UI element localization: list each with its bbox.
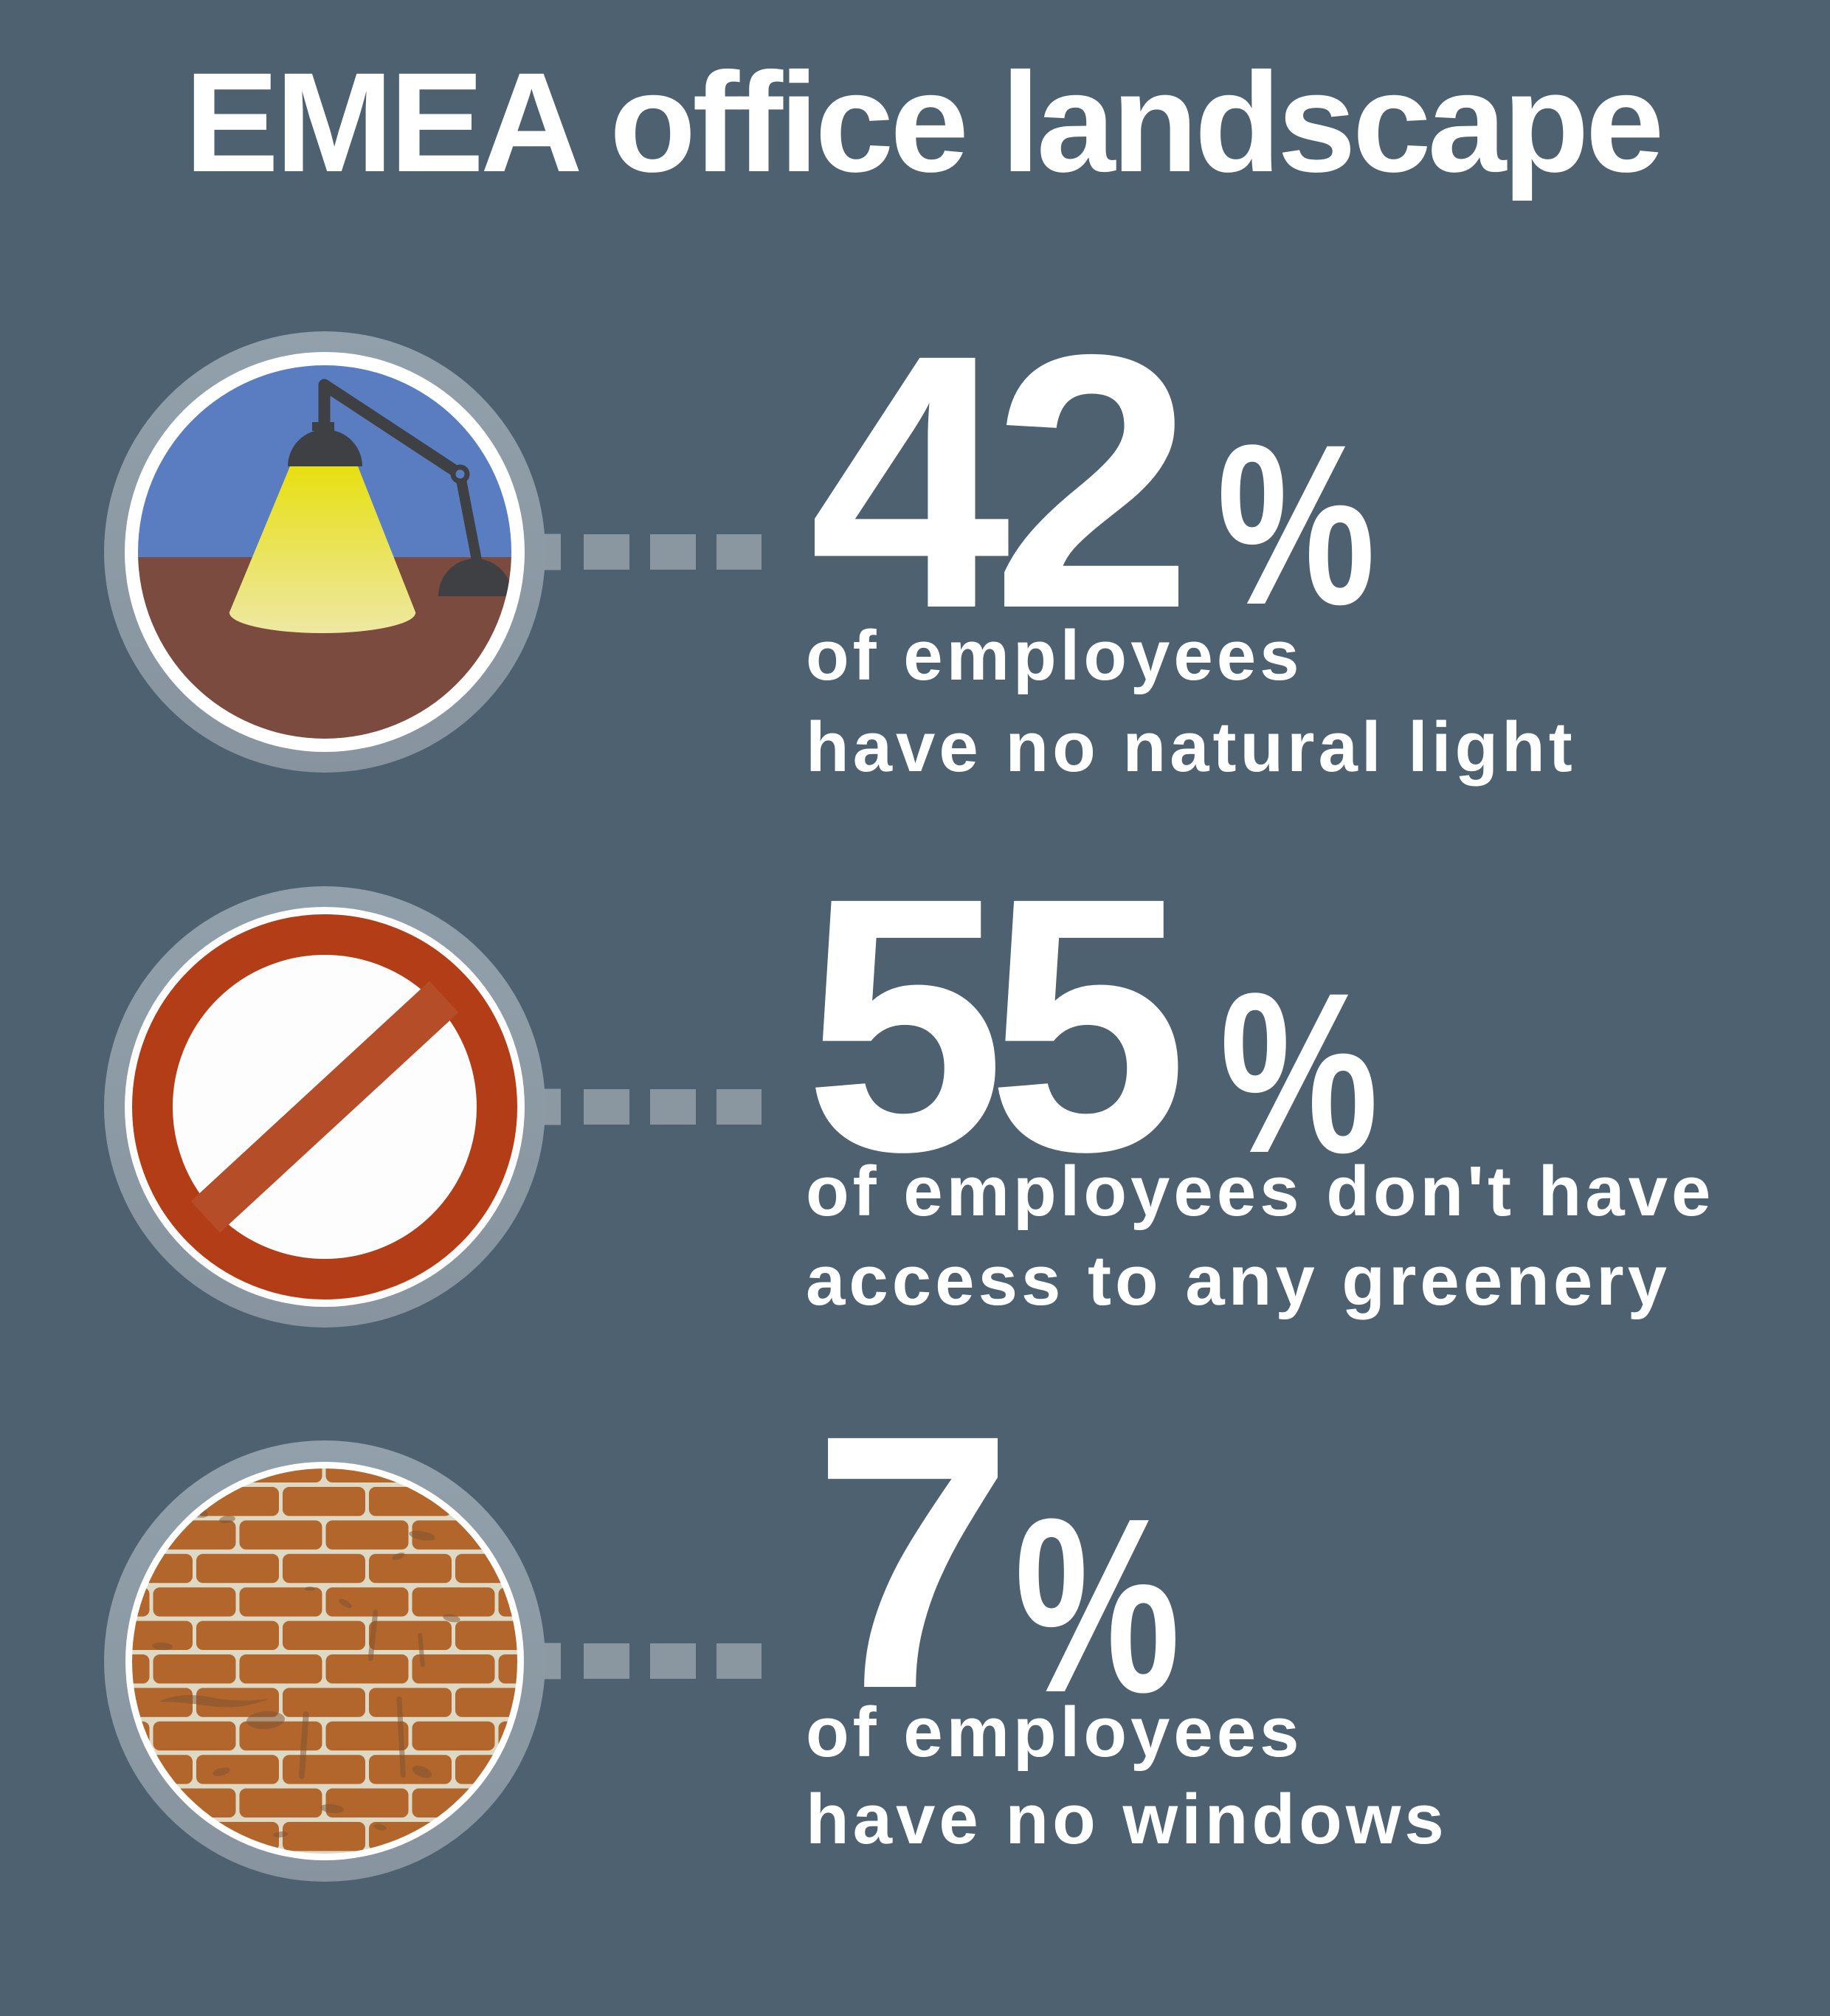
svg-text:%: %	[1220, 945, 1378, 1201]
svg-text:7: 7	[812, 1359, 999, 1764]
svg-text:42: 42	[809, 279, 1184, 683]
svg-text:have no windows: have no windows	[806, 1780, 1448, 1859]
svg-text:%: %	[1015, 1467, 1181, 1745]
svg-text:EMEA office landscape: EMEA office landscape	[184, 43, 1660, 201]
svg-text:access to any greenery: access to any greenery	[806, 1241, 1671, 1320]
svg-text:55: 55	[804, 822, 1179, 1226]
svg-text:%: %	[1217, 396, 1375, 652]
svg-text:of employees don't have: of employees don't have	[806, 1152, 1714, 1231]
svg-text:of employees: of employees	[806, 1693, 1303, 1772]
svg-text:of employees: of employees	[806, 616, 1303, 695]
svg-text:have no natural light: have no natural light	[806, 708, 1576, 787]
